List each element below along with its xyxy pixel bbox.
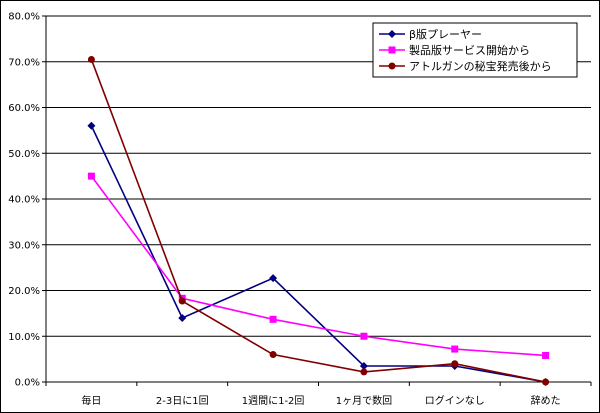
data-point — [269, 274, 278, 283]
data-point — [87, 172, 95, 180]
y-tick-label: 20.0% — [8, 286, 40, 297]
data-point — [542, 351, 550, 359]
legend-item-release: 製品版サービス開始から — [379, 43, 530, 57]
legend-item-atolgan: アトルガンの秘宝発売後から — [379, 59, 552, 73]
legend-box — [372, 22, 578, 78]
legend-label-release: 製品版サービス開始から — [409, 43, 530, 57]
y-tick-label: 10.0% — [8, 332, 40, 343]
axes: 0.0% 10.0% 20.0% 30.0% 40.0% 50.0% 60.0% 70.0% 8… — [8, 12, 592, 407]
x-tick-label: 2-3日に1回 — [156, 395, 209, 407]
x-tick-label: 1ヶ月で数回 — [336, 394, 392, 407]
x-tick-label: 1週間に1-2回 — [242, 395, 305, 407]
data-point — [359, 361, 368, 370]
y-tick-label: 0.0% — [15, 378, 40, 389]
data-point — [451, 360, 459, 368]
data-point — [269, 315, 277, 323]
data-point — [87, 55, 95, 63]
legend-item-beta: β版プレーヤー — [379, 27, 482, 41]
data-point — [542, 378, 550, 386]
series-line — [90, 125, 546, 383]
series-line — [90, 175, 546, 357]
y-tick-label: 70.0% — [8, 57, 40, 68]
square-marker-icon — [388, 46, 396, 54]
y-tick-label: 50.0% — [8, 149, 40, 160]
x-tick-label: 辞めた — [531, 394, 561, 407]
y-tick-label: 80.0% — [8, 12, 40, 23]
data-point — [360, 332, 368, 340]
circle-marker-icon — [388, 62, 396, 70]
y-tick-label: 40.0% — [8, 195, 40, 206]
diamond-marker-icon — [388, 30, 396, 38]
x-tick-label: ログインなし — [425, 394, 485, 407]
data-point — [451, 345, 459, 353]
x-tick-label: 毎日 — [81, 394, 101, 407]
data-point — [178, 297, 186, 305]
legend-label-atolgan: アトルガンの秘宝発売後から — [409, 59, 552, 73]
legend: β版プレーヤー 製品版サービス開始から アトルガンの秘宝発売後から — [372, 22, 578, 78]
data-point — [269, 351, 277, 359]
legend-label-beta: β版プレーヤー — [409, 27, 482, 41]
series-line — [90, 59, 546, 383]
data-point — [178, 313, 187, 322]
series-lines — [87, 55, 550, 386]
series-2 — [87, 55, 550, 386]
data-point — [87, 121, 96, 130]
y-tick-label: 30.0% — [8, 240, 40, 251]
y-tick-label: 60.0% — [8, 103, 40, 114]
data-point — [360, 368, 368, 376]
